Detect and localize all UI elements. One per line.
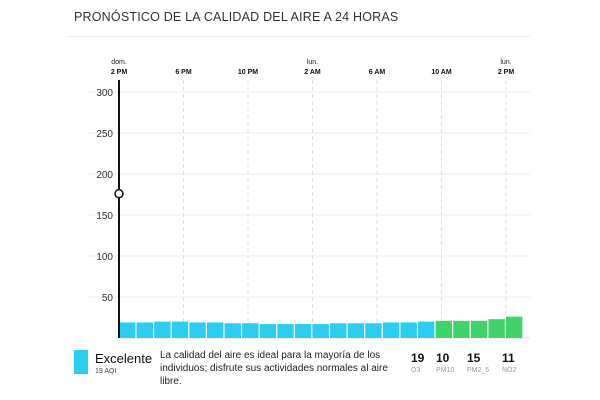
- pollutant-pm2-5: 15 PM2_5: [467, 351, 489, 374]
- x-tick-time-label: 6 PM: [175, 69, 192, 76]
- chart-title: PRONÓSTICO DE LA CALIDAD DEL AIRE A 24 H…: [74, 10, 399, 24]
- pollutant-o3: 19 O3: [411, 351, 424, 374]
- pollutant-name: O3: [411, 367, 421, 374]
- aqi-bar: [206, 322, 224, 338]
- x-tick-day-label: lun.: [500, 59, 511, 66]
- pollutant-name: PM2_5: [467, 367, 490, 374]
- aqi-bar: [259, 324, 277, 338]
- aqi-bar: [277, 324, 294, 338]
- pollutant-name: NO2: [502, 367, 517, 374]
- x-tick-time-label: 2 AM: [304, 69, 321, 76]
- aqi-bar: [382, 322, 400, 338]
- x-tick-day-label: lun.: [307, 59, 318, 66]
- aqi-bar: [154, 321, 171, 338]
- pollutant-no2: 11 NO2: [502, 351, 516, 374]
- aqi-forecast-chart: 50 100 150 200 250 300 dom. 2 PM 6 PM 10 PM lun. 2 …: [88, 59, 530, 339]
- y-tick-label: 250: [96, 129, 113, 140]
- aqi-bar: [400, 322, 417, 338]
- aqi-bar: [435, 320, 453, 338]
- x-tick-day-label: dom.: [111, 59, 127, 66]
- pollutant-value: 15: [467, 351, 481, 365]
- aqi-bar: [506, 316, 523, 338]
- x-tick-time-label: 10 PM: [238, 69, 258, 76]
- y-tick-label: 50: [102, 293, 114, 304]
- pollutant-value: 11: [502, 351, 515, 365]
- legend-swatch: [74, 350, 88, 374]
- y-tick-label: 100: [96, 252, 113, 263]
- aqi-bar: [242, 323, 259, 338]
- aqi-bar: [171, 321, 189, 338]
- legend-aqi: 19 AQI: [95, 368, 117, 375]
- pollutant-value: 19: [411, 351, 425, 365]
- x-tick-time-label: 2 PM: [498, 69, 515, 76]
- aqi-bar: [365, 323, 382, 338]
- pollutant-name: PM10: [436, 367, 455, 374]
- aqi-bar: [224, 323, 241, 338]
- aqi-bar: [418, 321, 435, 338]
- current-aqi-marker: [114, 188, 124, 199]
- pollutant-pm10: 10 PM10: [436, 351, 454, 374]
- x-tick-time-label: 10 AM: [431, 69, 452, 76]
- aqi-bar: [347, 323, 365, 338]
- x-tick-time-label: 2 PM: [111, 69, 128, 76]
- y-tick-label: 200: [96, 170, 113, 181]
- y-tick-label: 150: [96, 211, 113, 222]
- aqi-bar: [330, 323, 347, 338]
- aqi-bar: [453, 320, 470, 338]
- aqi-bar: [294, 324, 312, 338]
- legend-label: Excelente: [95, 351, 153, 366]
- aqi-bar: [470, 320, 488, 338]
- aqi-bar: [312, 324, 329, 338]
- aqi-bar: [189, 322, 206, 338]
- y-tick-label: 300: [96, 88, 113, 99]
- title-divider: [68, 36, 530, 37]
- aqi-bar: [488, 319, 505, 338]
- aqi-bar: [136, 322, 153, 338]
- x-tick-time-label: 6 AM: [369, 69, 386, 76]
- legend-description: La calidad del aire es ideal para la may…: [160, 350, 388, 387]
- aqi-bar: [119, 322, 136, 338]
- pollutant-value: 10: [436, 351, 450, 365]
